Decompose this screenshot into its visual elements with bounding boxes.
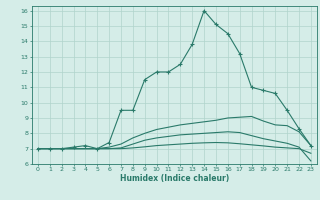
X-axis label: Humidex (Indice chaleur): Humidex (Indice chaleur) (120, 174, 229, 183)
